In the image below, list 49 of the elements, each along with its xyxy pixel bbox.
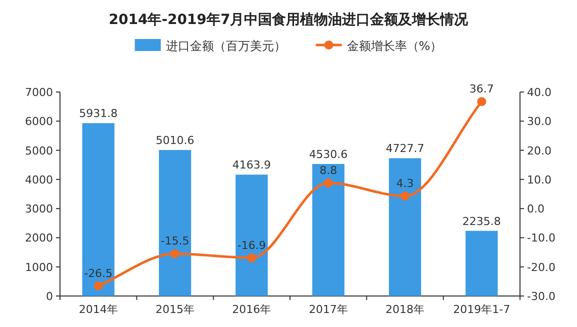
x-tick-label: 2017年 [308,303,348,316]
y2-tick-label: -20.0 [527,260,556,274]
data-label: 2235.8 [462,214,501,228]
x-tick-label: 2014年 [78,303,118,316]
chart-title: 2014年-2019年7月中国食用植物油进口金额及增长情况 [108,11,470,28]
y-tick-label: 7000 [25,86,53,99]
point [324,178,333,188]
x-tick-label: 2019年1-7 [453,303,510,316]
data-label: 5010.6 [156,134,194,147]
data-label: -16.9 [237,238,266,252]
data-label: 4163.9 [232,158,271,172]
y-tick-label: 3000 [25,202,53,216]
bar [82,123,114,296]
point [94,281,103,290]
x-tick-label: 2015年 [156,303,194,316]
point [477,97,486,106]
data-label: 5931.8 [79,107,118,120]
y2-tick-label: 10.0 [527,173,552,186]
y2-tick-label: -10.0 [527,232,556,245]
point [247,253,256,262]
legend-label: 进口金额（百万美元） [166,39,286,53]
y-tick-label: 2000 [25,232,53,245]
bar [388,158,422,296]
legend-label: 金额增长率（%） [346,39,442,53]
bar [158,150,192,296]
y2-tick-label: 40.0 [527,86,552,99]
bar [312,164,344,296]
data-label: -26.5 [84,266,113,280]
y-tick-label: 6000 [25,115,53,128]
point [170,249,180,258]
data-label: 36.7 [469,82,494,96]
data-label: 8.8 [320,164,338,177]
data-label: 4.3 [396,177,414,190]
x-tick-label: 2018年 [386,303,424,316]
bar [236,174,268,296]
y-tick-label: 0 [46,290,53,303]
bar [466,230,498,296]
y-tick-label: 4000 [25,173,53,186]
data-label: 4530.6 [309,148,348,161]
point [400,192,410,201]
y-tick-label: 1000 [25,260,53,274]
data-label: -15.5 [160,234,190,248]
y2-tick-label: 20.0 [527,144,552,158]
y-tick-label: 5000 [25,144,53,158]
data-label: 4727.7 [386,142,424,156]
y2-tick-label: 0.0 [527,202,544,216]
y2-tick-label: -30.0 [527,290,556,303]
x-tick-label: 2016年 [232,303,272,316]
y2-tick-label: 30.0 [527,115,552,128]
